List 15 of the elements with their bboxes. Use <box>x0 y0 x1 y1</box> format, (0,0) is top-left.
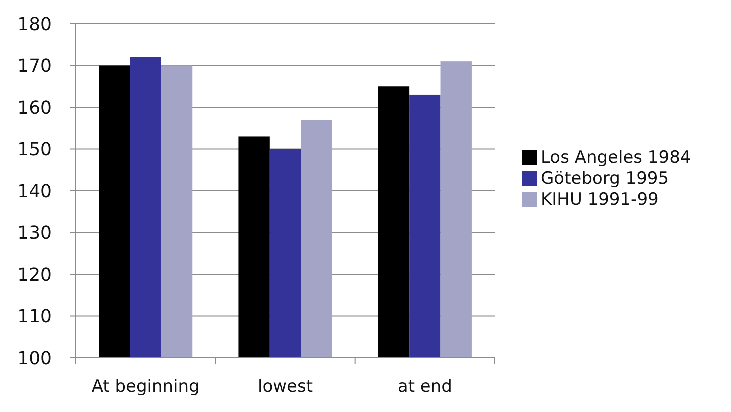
legend-label: Los Angeles 1984 <box>541 148 692 168</box>
y-tick-label: 120 <box>18 264 52 286</box>
x-tick-label: at end <box>398 377 452 397</box>
y-tick-label: 170 <box>18 56 52 78</box>
legend-label: KIHU 1991-99 <box>541 190 659 210</box>
x-tick-label: At beginning <box>92 377 200 397</box>
y-tick-label: 180 <box>18 14 52 36</box>
y-tick-label: 130 <box>18 223 52 244</box>
y-tick-label: 110 <box>18 306 52 328</box>
y-tick-label: 160 <box>18 98 52 119</box>
y-tick-label: 140 <box>18 181 52 202</box>
y-tick-label: 150 <box>18 140 52 161</box>
legend-label: Göteborg 1995 <box>541 168 670 189</box>
y-tick-label: 100 <box>18 348 52 370</box>
x-tick-label: lowest <box>258 377 314 397</box>
